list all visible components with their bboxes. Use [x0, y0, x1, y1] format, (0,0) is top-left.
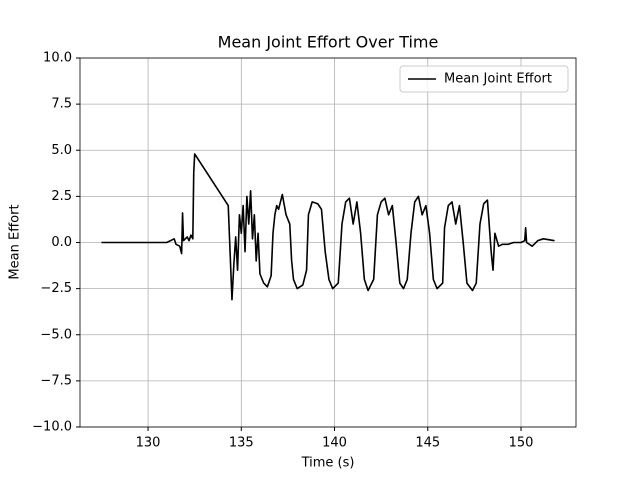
- x-tick-label: 140: [322, 436, 347, 451]
- x-tick-label: 150: [509, 436, 534, 451]
- chart-title: Mean Joint Effort Over Time: [218, 33, 439, 52]
- legend-label: Mean Joint Effort: [444, 72, 552, 87]
- x-tick-label: 135: [229, 436, 254, 451]
- y-tick-label: 2.5: [51, 189, 72, 204]
- y-tick-label: 5.0: [51, 143, 72, 158]
- axes-frame: [79, 57, 577, 428]
- y-tick-label: −5.0: [40, 327, 72, 342]
- y-tick-label: −2.5: [40, 281, 72, 296]
- y-tick-label: 7.5: [51, 97, 72, 112]
- y-tick-label: −7.5: [40, 373, 72, 388]
- data-line: [101, 153, 555, 301]
- x-axis-label: Time (s): [301, 456, 355, 471]
- y-tick-label: −10.0: [32, 420, 72, 435]
- y-tick-label: 0.0: [51, 235, 72, 250]
- x-tick-label: 145: [415, 436, 440, 451]
- y-axis-label: Mean Effort: [8, 204, 23, 279]
- y-tick-label: 10.0: [43, 51, 72, 66]
- x-tick-label: 130: [136, 436, 161, 451]
- legend-box: [399, 65, 569, 93]
